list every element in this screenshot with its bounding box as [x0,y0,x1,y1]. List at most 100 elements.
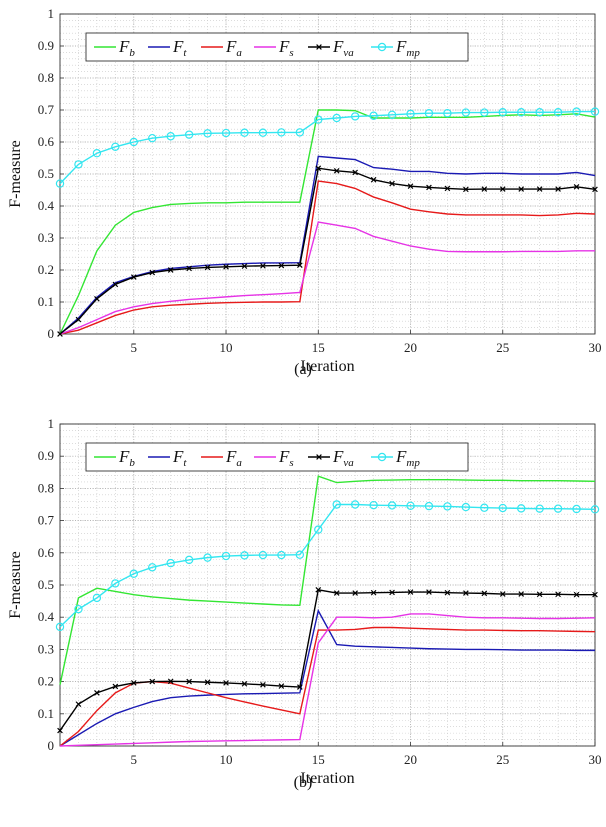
y-tick-label: 0.6 [38,545,55,560]
legend-label: Fa [225,37,242,59]
series-f-t [59,155,596,335]
data-point [314,115,323,124]
y-tick-label: 0.5 [38,577,54,592]
data-point [149,269,156,276]
x-tick-label: 5 [131,340,138,355]
y-axis-label: F-measure [7,140,24,208]
data-point [260,681,266,688]
data-point [333,590,340,596]
data-point [92,593,102,603]
y-tick-label: 0.1 [38,294,54,309]
series-f-s [59,221,596,335]
y-tick-label: 0.3 [38,230,54,245]
legend-item-f-s: Fs [254,37,294,59]
data-point [57,331,63,337]
y-tick-label: 0.8 [38,70,54,85]
y-tick-label: 0.4 [38,198,55,213]
x-tick-label: 10 [220,340,233,355]
data-point [590,505,600,514]
chart-a: 00.10.20.30.40.50.60.70.80.915 10 15 20 25 30… [7,6,602,378]
data-point [387,110,397,120]
data-point [590,107,600,116]
legend-marker [377,452,387,462]
chart-caption: (a) [294,361,312,378]
data-point [223,680,229,686]
data-point [92,148,102,158]
data-point [314,525,323,534]
data-point [369,111,378,120]
data-point [111,579,120,588]
data-point [553,108,563,117]
data-point [592,591,598,598]
data-point [94,295,100,302]
data-point [149,678,156,685]
data-point [240,128,249,137]
data-point [297,262,303,269]
data-point [352,169,358,176]
data-point [480,108,489,117]
data-point [204,264,211,271]
series-line [59,608,595,747]
data-point [241,263,248,269]
legend-item-f-mp: Fmp [371,37,420,59]
y-tick-label: 0.8 [38,480,54,495]
data-point [332,500,341,509]
data-point [260,263,266,269]
data-point [74,604,83,614]
data-point [553,504,563,513]
x-tick-label: 5 [131,752,138,767]
legend-marker [316,454,322,460]
data-point [148,563,157,572]
data-point [75,316,82,323]
y-tick-label: 1 [48,6,55,21]
legend-marker [316,44,322,50]
series-line [59,475,596,685]
series-line [59,626,596,747]
legend-label: Fb [118,37,135,59]
data-point [424,108,434,118]
y-tick-label: 0.5 [38,166,54,181]
legend-label: Ft [172,37,187,59]
data-point [111,142,120,151]
data-point [350,500,360,509]
x-tick-label: 25 [496,340,509,355]
data-point [592,186,598,193]
data-point [370,589,377,596]
y-tick-label: 0.7 [38,513,55,528]
data-point [389,589,395,596]
data-point [55,179,65,188]
legend-marker [377,42,387,52]
data-point [240,551,249,560]
data-point [461,108,471,117]
data-point [536,186,543,192]
y-tick-label: 1 [48,416,55,431]
data-point [573,183,580,190]
y-tick-label: 0 [48,326,55,341]
legend-item-f-t: Ft [148,37,187,59]
data-point [350,112,360,121]
x-tick-label: 10 [220,752,233,767]
data-point [295,128,305,137]
legend-label: Fb [118,447,135,469]
series-line [59,613,596,747]
legend-item-f-s: Fs [254,447,294,469]
data-point [204,679,211,686]
y-axis-label: F-measure [7,551,24,619]
y-tick-label: 0.1 [38,706,54,721]
data-point [129,137,138,147]
legend-label: Fs [278,37,294,59]
data-point [499,186,506,192]
data-point [203,553,212,562]
legend-item-f-va: Fva [308,447,354,469]
data-point [536,591,543,598]
legend: Fb Ft Fa Fs Fva Fmp [85,32,469,62]
data-point [129,569,138,578]
legend-label: Fs [278,447,294,469]
data-point [463,590,469,596]
series-line [59,589,595,731]
data-point [166,132,175,141]
data-point [426,589,432,595]
legend-label: Fmp [395,37,420,59]
data-point [295,550,305,559]
